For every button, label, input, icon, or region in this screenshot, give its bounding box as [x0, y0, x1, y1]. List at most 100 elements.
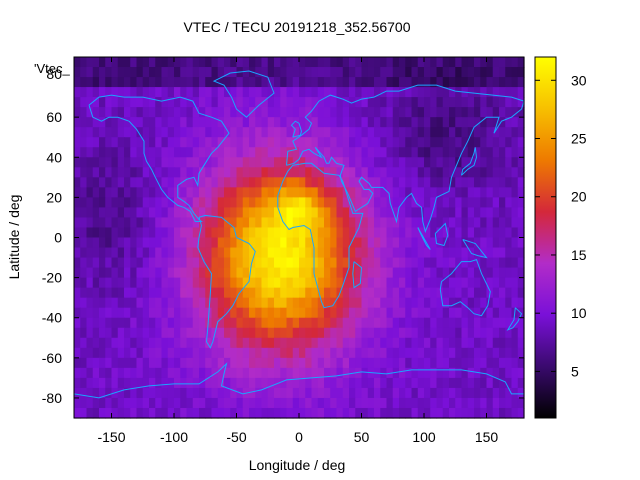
tec-cell	[267, 357, 275, 369]
tec-cell	[436, 297, 444, 309]
tec-cell	[186, 407, 194, 419]
tec-cell	[130, 327, 138, 339]
tec-cell	[305, 57, 313, 68]
tec-cell	[86, 77, 94, 88]
tec-cell	[149, 207, 156, 219]
tec-cell	[249, 77, 256, 88]
tec-cell	[230, 147, 238, 158]
tec-cell	[442, 117, 450, 128]
tec-cell	[511, 397, 519, 409]
tec-cell	[142, 397, 150, 409]
tec-cell	[355, 357, 363, 369]
tec-cell	[336, 177, 344, 188]
tec-cell	[199, 177, 206, 188]
tec-cell	[455, 77, 463, 88]
tec-cell	[292, 117, 300, 128]
tec-cell	[255, 347, 263, 359]
tec-cell	[136, 317, 144, 329]
tec-cell	[474, 347, 481, 359]
tec-cell	[367, 57, 375, 68]
tec-cell	[192, 317, 200, 329]
tec-cell	[361, 57, 369, 68]
tec-cell	[192, 237, 200, 249]
tec-cell	[255, 177, 263, 188]
tec-cell	[211, 87, 219, 98]
tec-cell	[174, 267, 181, 279]
tec-cell	[367, 287, 375, 299]
tec-cell	[111, 257, 119, 269]
tec-cell	[242, 77, 250, 88]
tec-cell	[199, 287, 206, 299]
tec-cell	[361, 187, 369, 198]
tec-cell	[205, 357, 213, 369]
tec-cell	[124, 87, 131, 98]
tec-cell	[274, 347, 281, 359]
tec-cell	[424, 187, 431, 198]
tec-cell	[274, 327, 281, 339]
tec-cell	[374, 57, 381, 68]
tec-cell	[174, 407, 181, 419]
tec-cell	[424, 247, 431, 259]
x-tick-label: -50	[226, 429, 246, 445]
tec-cell	[486, 317, 494, 329]
tec-cell	[161, 167, 169, 178]
tec-cell	[149, 167, 156, 178]
chart-title: VTEC / TECU 20191218_352.56700	[183, 19, 410, 35]
tec-cell	[311, 307, 319, 319]
tec-cell	[336, 307, 344, 319]
tec-cell	[199, 337, 206, 349]
tec-cell	[349, 87, 356, 98]
tec-cell	[355, 127, 363, 138]
tec-cell	[99, 127, 106, 138]
tec-cell	[417, 317, 425, 329]
tec-cell	[92, 267, 100, 279]
tec-cell	[142, 227, 150, 239]
tec-cell	[305, 67, 313, 78]
tec-cell	[117, 287, 125, 299]
tec-cell	[205, 127, 213, 138]
tec-cell	[155, 57, 163, 68]
tec-cell	[92, 67, 100, 78]
tec-cell	[99, 217, 106, 229]
tec-cell	[192, 127, 200, 138]
tec-cell	[92, 337, 100, 349]
tec-cell	[386, 297, 394, 309]
tec-cell	[92, 127, 100, 138]
tec-cell	[299, 87, 306, 98]
tec-cell	[380, 57, 388, 68]
tec-cell	[161, 237, 169, 249]
tec-cell	[186, 337, 194, 349]
tec-cell	[461, 377, 469, 389]
tec-cell	[330, 87, 338, 98]
tec-cell	[411, 347, 419, 359]
tec-cell	[130, 207, 138, 219]
tec-cell	[324, 127, 331, 138]
tec-cell	[230, 197, 238, 209]
tec-cell	[286, 107, 294, 118]
tec-cell	[480, 117, 488, 128]
tec-cell	[174, 67, 181, 78]
tec-cell	[424, 217, 431, 229]
tec-cell	[349, 127, 356, 138]
tec-cell	[467, 287, 475, 299]
tec-cell	[355, 397, 363, 409]
tec-cell	[255, 257, 263, 269]
tec-cell	[392, 167, 400, 178]
tec-cell	[517, 267, 525, 279]
tec-cell	[149, 57, 156, 68]
tec-cell	[355, 97, 363, 108]
tec-cell	[442, 167, 450, 178]
tec-cell	[492, 367, 500, 379]
tec-cell	[367, 207, 375, 219]
tec-cell	[117, 107, 125, 118]
tec-cell	[136, 377, 144, 389]
tec-cell	[317, 307, 325, 319]
tec-cell	[99, 407, 106, 419]
tec-cell	[217, 287, 225, 299]
tec-cell	[236, 227, 244, 239]
tec-cell	[99, 287, 106, 299]
tec-cell	[155, 207, 163, 219]
tec-cell	[211, 147, 219, 158]
tec-cell	[505, 177, 513, 188]
tec-cell	[211, 297, 219, 309]
